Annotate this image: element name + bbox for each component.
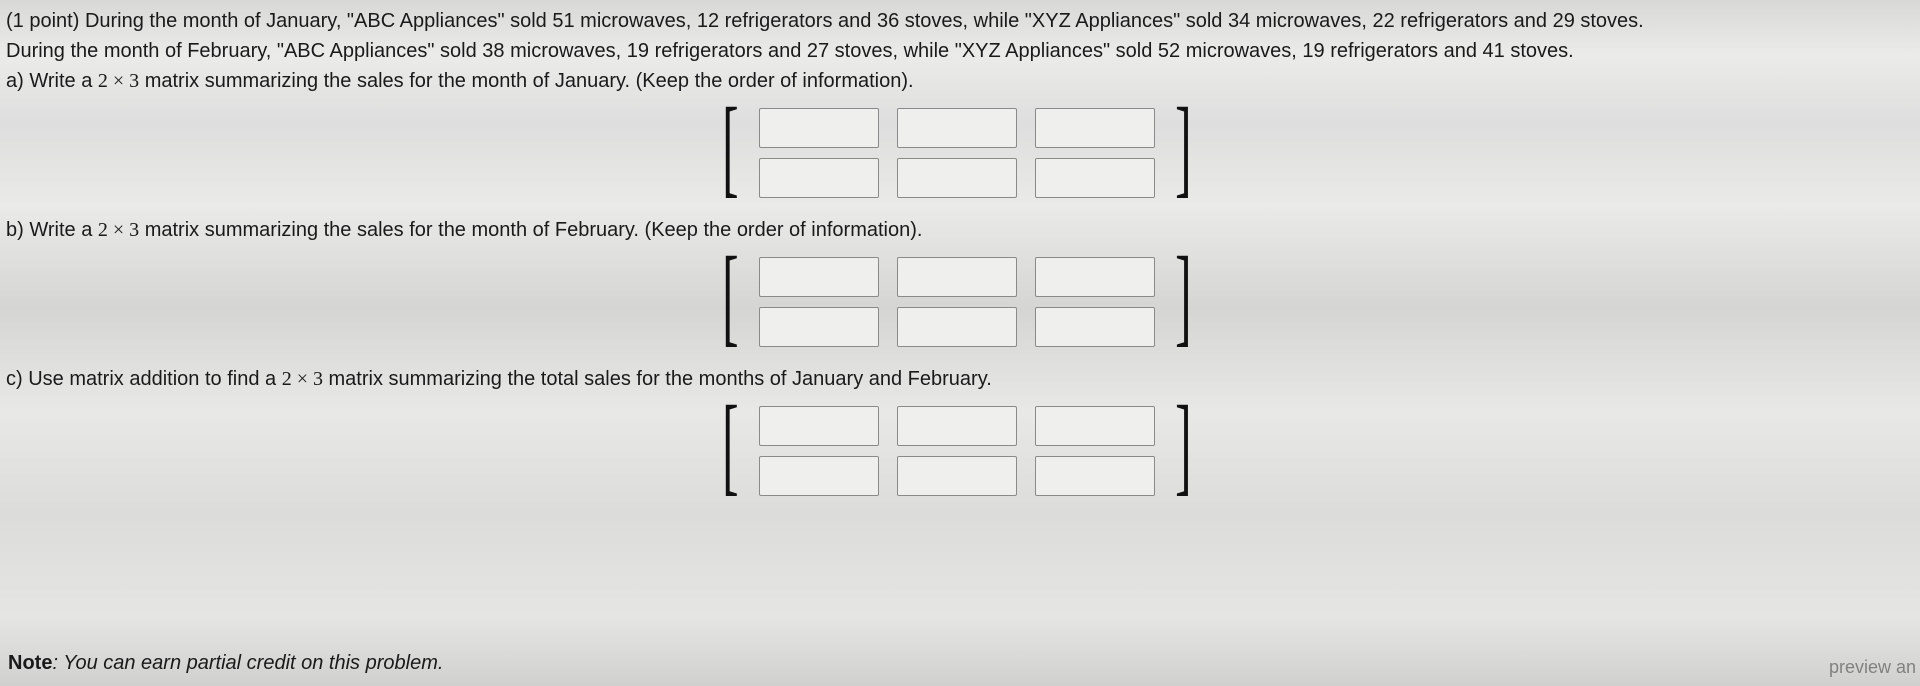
matrix-grid-b: [759, 253, 1155, 351]
matrix-c-cell-1-0[interactable]: [759, 456, 879, 496]
matrix-grid-a: [759, 104, 1155, 202]
part-a-matrix: [ ]: [6, 104, 1908, 202]
bracket-left-icon: [: [722, 402, 738, 500]
matrix-a-cell-1-1[interactable]: [897, 158, 1017, 198]
intro-text-1: During the month of January, "ABC Applia…: [85, 10, 1644, 32]
matrix-a-cell-0-0[interactable]: [759, 108, 879, 148]
matrix-a-cell-0-1[interactable]: [897, 108, 1017, 148]
matrix-b-cell-0-1[interactable]: [897, 257, 1017, 297]
matrix-a-cell-0-2[interactable]: [1035, 108, 1155, 148]
part-b-matrix: [ ]: [6, 253, 1908, 351]
problem-statement: (1 point) During the month of January, "…: [6, 7, 1908, 96]
bracket-left-icon: [: [722, 104, 738, 202]
part-a-label: a) Write a: [6, 70, 98, 92]
part-a-rest: matrix summarizing the sales for the mon…: [139, 70, 913, 92]
matrix-b-cell-1-1[interactable]: [897, 307, 1017, 347]
matrix-b-cell-0-2[interactable]: [1035, 257, 1155, 297]
part-b-label: b) Write a: [6, 219, 98, 241]
preview-answers-link[interactable]: preview an: [1829, 654, 1916, 680]
part-b-rest: matrix summarizing the sales for the mon…: [139, 219, 922, 241]
part-c-dim: 2 × 3: [282, 368, 323, 390]
matrix-b-cell-1-0[interactable]: [759, 307, 879, 347]
part-c-rest: matrix summarizing the total sales for t…: [323, 368, 992, 390]
bracket-left-icon: [: [722, 253, 738, 351]
part-b-prompt: b) Write a 2 × 3 matrix summarizing the …: [6, 216, 1908, 245]
matrix-c-cell-1-2[interactable]: [1035, 456, 1155, 496]
matrix-c-cell-1-1[interactable]: [897, 456, 1017, 496]
matrix-a-cell-1-0[interactable]: [759, 158, 879, 198]
matrix-grid-c: [759, 402, 1155, 500]
intro-line-1: (1 point) During the month of January, "…: [6, 7, 1908, 36]
note-label: Note: [8, 652, 52, 674]
bracket-right-icon: ]: [1175, 104, 1191, 202]
intro-line-2: During the month of February, "ABC Appli…: [6, 37, 1908, 66]
part-b-dim: 2 × 3: [98, 219, 139, 241]
matrix-c-cell-0-0[interactable]: [759, 406, 879, 446]
part-a-prompt: a) Write a 2 × 3 matrix summarizing the …: [6, 67, 1908, 96]
note: Note: You can earn partial credit on thi…: [8, 649, 443, 678]
matrix-c-cell-0-2[interactable]: [1035, 406, 1155, 446]
matrix-a-cell-1-2[interactable]: [1035, 158, 1155, 198]
part-c-matrix: [ ]: [6, 402, 1908, 500]
part-c-label: c) Use matrix addition to find a: [6, 368, 282, 390]
bracket-right-icon: ]: [1175, 253, 1191, 351]
points-label: (1 point): [6, 10, 79, 32]
matrix-c-cell-0-1[interactable]: [897, 406, 1017, 446]
part-c-prompt: c) Use matrix addition to find a 2 × 3 m…: [6, 365, 1908, 394]
part-a-dim: 2 × 3: [98, 70, 139, 92]
matrix-b-cell-0-0[interactable]: [759, 257, 879, 297]
bracket-right-icon: ]: [1175, 402, 1191, 500]
matrix-b-cell-1-2[interactable]: [1035, 307, 1155, 347]
note-text: : You can earn partial credit on this pr…: [52, 652, 443, 674]
